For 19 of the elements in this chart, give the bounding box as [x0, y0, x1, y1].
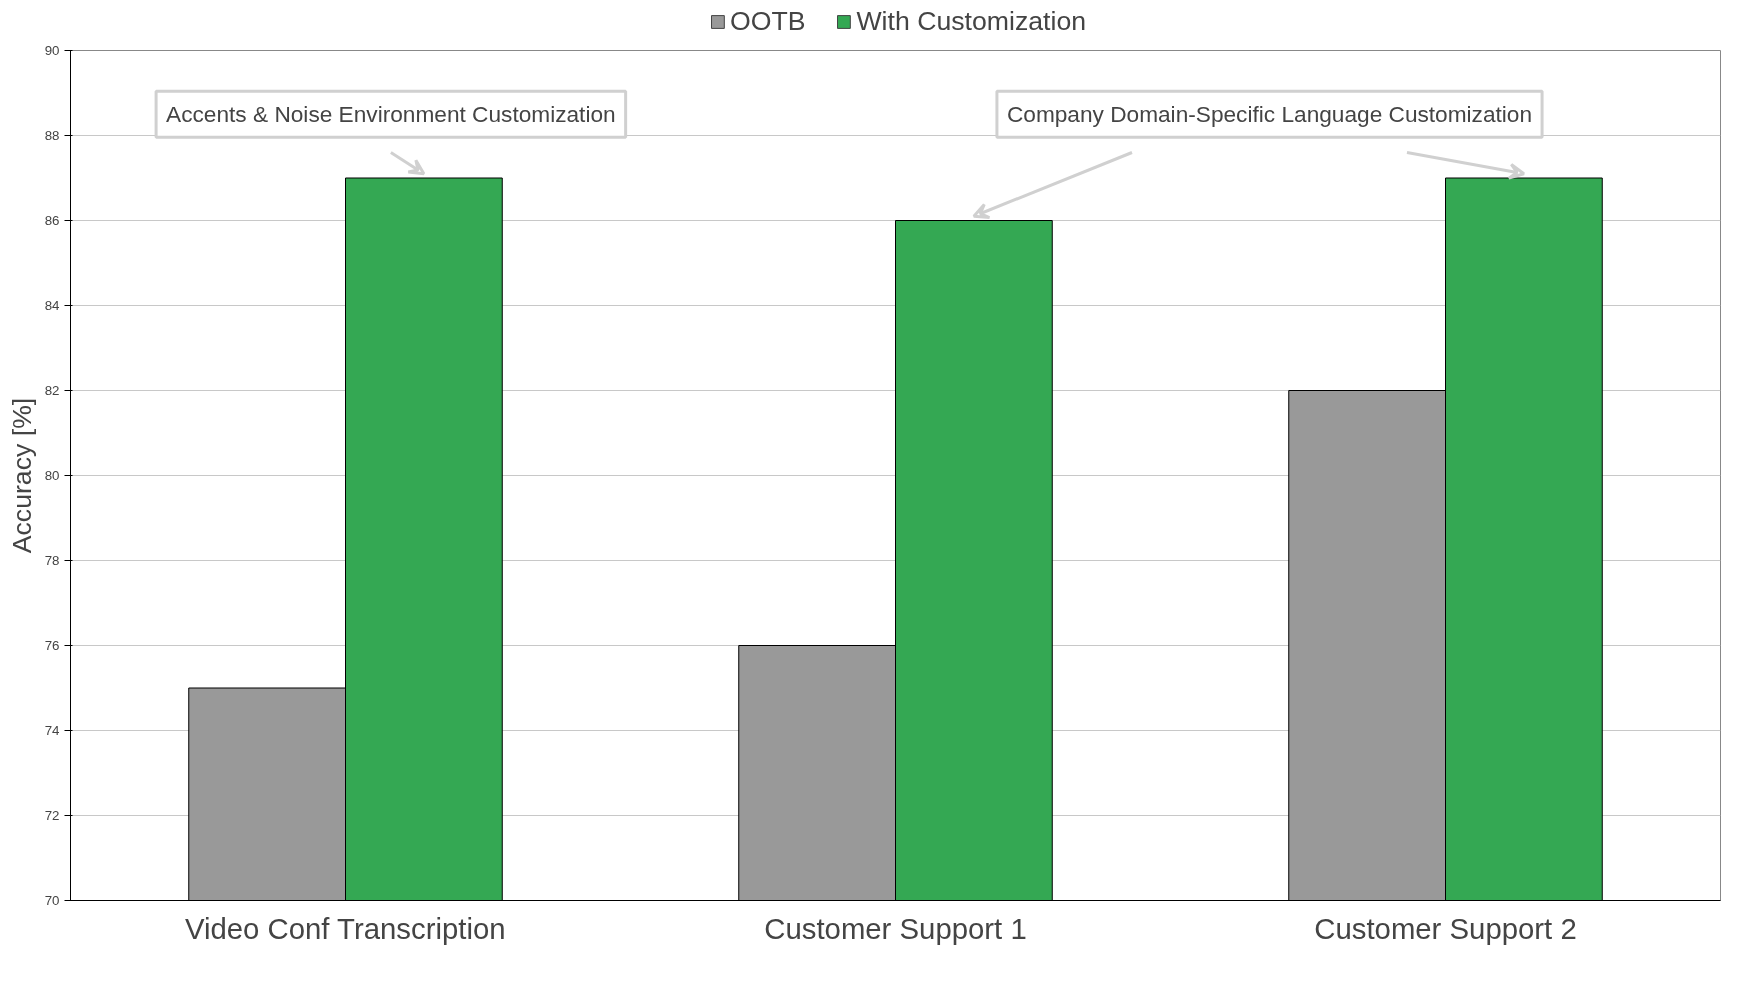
y-tick-label: 84 — [44, 298, 61, 313]
x-tick-label: Video Conf Transcription — [184, 911, 506, 945]
annotation: Accents & Noise Environment Customization — [166, 101, 616, 128]
x-tick-label: Customer Support 1 — [764, 911, 1027, 945]
y-tick-label: 80 — [44, 468, 60, 483]
y-tick-label: 78 — [44, 553, 60, 568]
annotation: Company Domain-Specific Language Customization — [1006, 101, 1533, 128]
legend-label: OOTB — [729, 5, 806, 37]
y-tick-label: 86 — [44, 213, 60, 228]
y-tick-label: 90 — [44, 43, 60, 58]
y-tick-label: 70 — [44, 893, 60, 908]
y-tick-label: 88 — [44, 128, 60, 143]
y-axis-title: Accuracy [%] — [6, 397, 37, 554]
y-tick-label: 76 — [44, 638, 60, 653]
legend-label: With Customization — [856, 5, 1087, 37]
x-tick-label: Customer Support 2 — [1314, 911, 1577, 945]
y-tick-label: 74 — [44, 723, 61, 738]
y-tick-label: 82 — [44, 383, 60, 398]
y-tick-label: 72 — [44, 808, 60, 823]
